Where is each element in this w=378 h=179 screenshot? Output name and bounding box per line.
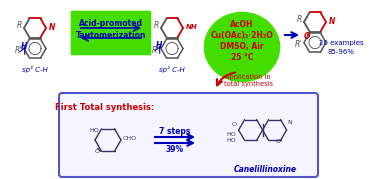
Text: Canelillinoxine: Canelillinoxine [234, 166, 296, 175]
Text: R': R' [15, 46, 22, 55]
Text: N: N [329, 16, 335, 25]
Text: O: O [276, 139, 281, 144]
Text: First Total synthesis:: First Total synthesis: [55, 103, 155, 112]
Ellipse shape [203, 11, 281, 83]
Text: 25 °C: 25 °C [231, 52, 253, 62]
Text: O: O [303, 32, 310, 41]
Text: H: H [156, 41, 163, 50]
Text: sp² C-H: sp² C-H [159, 66, 185, 72]
Text: Acid-promoted: Acid-promoted [79, 18, 143, 28]
Text: R: R [297, 14, 302, 23]
Text: AcOH: AcOH [230, 20, 254, 28]
Text: HO: HO [227, 138, 237, 143]
Text: 39%: 39% [166, 146, 184, 154]
Text: R': R' [294, 40, 302, 49]
Text: DMSO, Air: DMSO, Air [220, 42, 264, 50]
Text: O: O [94, 149, 99, 154]
Text: 7 steps: 7 steps [159, 127, 191, 136]
Text: O: O [232, 122, 237, 127]
FancyBboxPatch shape [70, 10, 152, 56]
Text: NH: NH [186, 24, 198, 30]
Text: sp³ C-H: sp³ C-H [22, 66, 48, 72]
Text: Application in
total synthesis: Application in total synthesis [223, 74, 273, 86]
Text: CHO: CHO [123, 136, 137, 141]
Text: HO: HO [227, 132, 237, 137]
FancyBboxPatch shape [59, 93, 318, 177]
Text: Tautomerization: Tautomerization [76, 30, 146, 40]
Text: N: N [288, 120, 292, 125]
Text: 20 examples: 20 examples [319, 40, 363, 45]
Text: HO: HO [90, 128, 99, 133]
Text: R: R [154, 21, 159, 30]
Text: H: H [21, 42, 28, 51]
Text: R': R' [152, 46, 159, 55]
Text: N: N [49, 23, 55, 32]
Text: R: R [17, 21, 22, 30]
Text: Cu(OAc)₂·2H₂O: Cu(OAc)₂·2H₂O [211, 30, 273, 40]
Text: 85-96%: 85-96% [327, 49, 355, 55]
